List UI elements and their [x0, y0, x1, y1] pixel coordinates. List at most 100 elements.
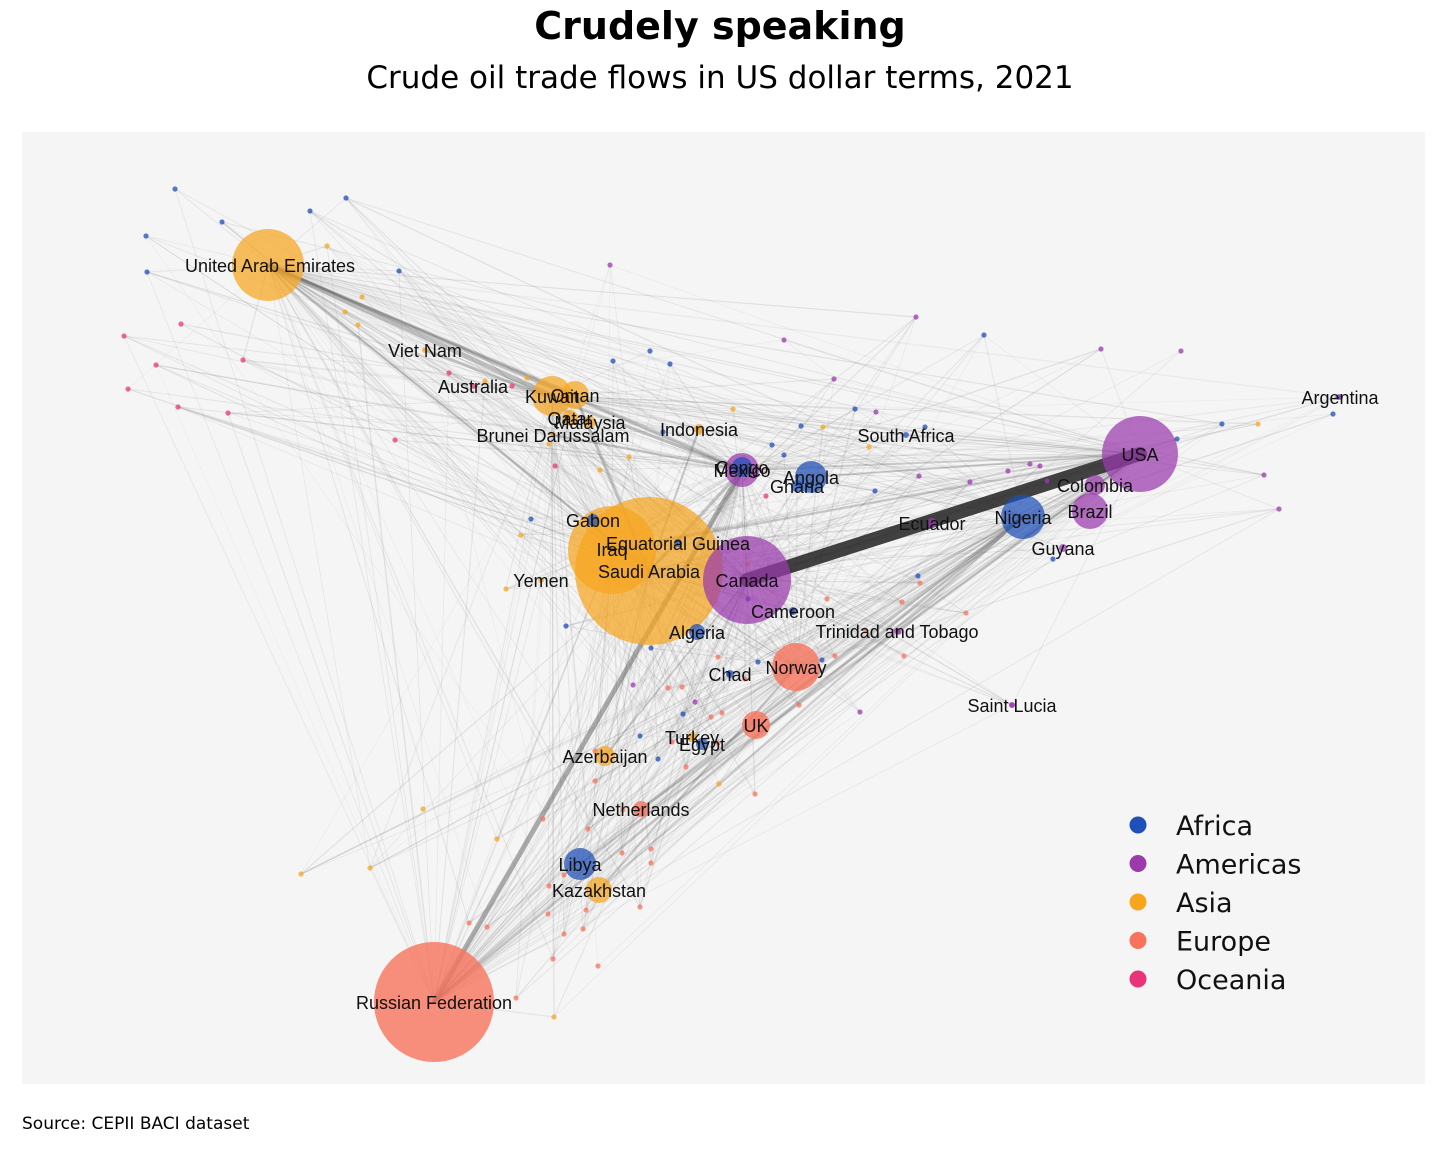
country-node-minor	[917, 580, 923, 586]
country-node-minor	[1037, 463, 1043, 469]
country-node-minor	[796, 702, 802, 708]
trade-flow-edge	[433, 516, 1024, 1003]
trade-flow-edge	[267, 264, 785, 456]
trade-flow-edge	[267, 264, 396, 441]
trade-flow-edge	[267, 264, 673, 743]
country-node-minor	[420, 806, 426, 812]
country-node-minor	[708, 714, 714, 720]
country-node-ecuador	[927, 518, 937, 528]
trade-flow-edge	[552, 428, 700, 436]
trade-flow-edge	[569, 417, 1141, 455]
trade-flow-edge	[227, 412, 743, 471]
trade-flow-edge	[267, 264, 641, 737]
country-node-minor	[873, 409, 879, 415]
country-node-minor	[963, 610, 969, 616]
trade-flow-edge	[433, 612, 967, 1003]
trade-flow-edge	[795, 396, 1339, 668]
trade-flow-edge	[398, 270, 743, 471]
trade-flow-edge	[267, 264, 576, 396]
trade-flow-edge	[123, 335, 435, 1003]
trade-flow-edge	[650, 724, 757, 850]
trade-flow-edge	[639, 735, 693, 738]
trade-flow-edge	[267, 264, 571, 419]
trade-flow-edge	[424, 349, 544, 820]
trade-flow-edge	[1022, 474, 1265, 518]
trade-flow-edge	[741, 465, 1041, 471]
trade-flow-edge	[548, 579, 748, 887]
trade-flow-edge	[547, 516, 1024, 915]
trade-flow-edge	[433, 380, 486, 1003]
trade-flow-edge	[155, 364, 1024, 518]
country-node-minor	[561, 931, 567, 937]
trade-flow-edge	[671, 666, 797, 743]
country-node-minor	[819, 657, 825, 663]
trade-flow-edge	[267, 264, 554, 960]
trade-flow-edge	[394, 439, 743, 471]
trade-flow-edge	[669, 363, 743, 471]
country-node-minor	[831, 376, 837, 382]
country-node-chad	[726, 670, 734, 678]
country-node-nigeria	[1001, 495, 1045, 539]
country-node-minor	[219, 219, 225, 225]
trade-flow-edge	[771, 444, 1141, 455]
trade-flow-edge	[594, 453, 1141, 782]
trade-flow-edge	[792, 411, 877, 612]
trade-flow-edge	[717, 453, 1141, 744]
trade-flow-edge	[582, 666, 797, 930]
country-node-minor	[298, 871, 304, 877]
node-label: Indonesia	[660, 420, 739, 440]
node-label: Equatorial Guinea	[606, 534, 751, 554]
trade-flow-edge	[622, 516, 1024, 811]
trade-flow-edge	[685, 631, 698, 768]
trade-flow-edge	[854, 408, 1141, 455]
trade-flow-edge	[685, 469, 743, 768]
trade-flow-edge	[551, 395, 856, 410]
trade-flow-edge	[587, 469, 743, 830]
trade-flow-edge	[594, 666, 797, 782]
country-node-minor	[561, 872, 567, 878]
trade-flow-edge	[267, 264, 920, 477]
country-node-colombia	[1085, 475, 1105, 495]
trade-flow-edge	[795, 316, 917, 668]
trade-flow-edge	[267, 264, 1141, 455]
trade-flow-edge	[433, 673, 730, 1003]
trade-flow-edge	[795, 408, 856, 668]
node-label: Gabon	[566, 511, 620, 531]
trade-flow-edge	[146, 271, 435, 1003]
chart-title: Crudely speaking	[534, 4, 906, 48]
trade-flow-edge	[587, 666, 797, 830]
trade-flow-edge	[242, 359, 1141, 455]
trade-flow-edge	[554, 453, 1141, 467]
trade-flow-edge	[582, 516, 1024, 930]
trade-flow-edge	[433, 490, 876, 1003]
node-label: Mexico	[713, 461, 770, 481]
country-node-minor	[546, 441, 552, 447]
trade-flow-edge	[822, 426, 1141, 455]
country-node-minor	[446, 370, 452, 376]
trade-flow-edge	[242, 359, 743, 471]
trade-flow-edge	[551, 395, 565, 935]
trade-flow-edge	[795, 475, 920, 668]
trade-flow-edge	[267, 264, 905, 657]
country-node-minor	[915, 573, 921, 579]
trade-flow-edge	[746, 316, 917, 581]
country-node-norway	[772, 643, 820, 691]
trade-flow-edge	[826, 516, 1024, 600]
trade-flow-edge	[433, 518, 532, 1003]
country-node-australia	[470, 383, 476, 389]
trade-flow-edge	[369, 666, 797, 869]
trade-flow-edge	[433, 508, 1280, 1003]
trade-flow-edge	[433, 516, 1024, 1003]
trade-flow-edge	[345, 197, 1141, 455]
node-label: Algeria	[669, 623, 726, 643]
node-label: Guyana	[1031, 539, 1095, 559]
country-node-minor	[866, 444, 872, 450]
legend-swatch	[1129, 855, 1147, 872]
trade-flow-edge	[746, 350, 1182, 581]
legend: Africa Americas Asia Europe Oceania	[1129, 811, 1301, 996]
country-node-minor	[509, 383, 515, 389]
node-label: Viet Nam	[388, 341, 462, 361]
major-trade-flow-edge	[423, 348, 744, 472]
trade-flow-edge	[267, 264, 1265, 476]
country-node-minor	[178, 321, 184, 327]
